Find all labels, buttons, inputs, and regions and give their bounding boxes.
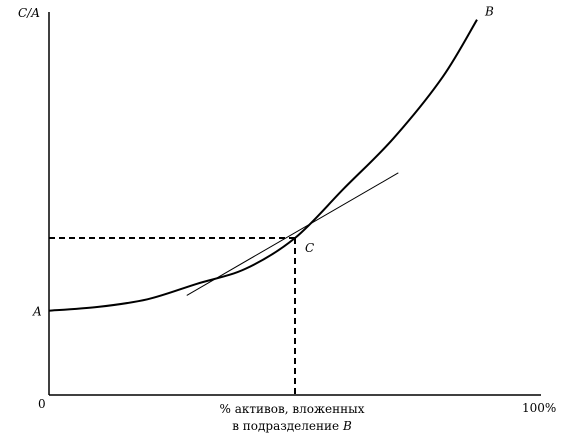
tangent-point-label: C — [305, 241, 314, 255]
tangent-line — [186, 172, 399, 296]
y-axis-label: C/A — [18, 6, 40, 20]
x-axis-max-label: 100% — [522, 401, 556, 415]
x-axis-label-line1: % активов, вложенных — [220, 402, 365, 416]
origin-label: 0 — [38, 397, 46, 411]
curve-end-label: B — [484, 5, 494, 19]
x-axis-label-line2: в подразделение B — [232, 419, 352, 433]
curve-series — [48, 19, 478, 312]
curve-start-label: A — [32, 305, 42, 319]
